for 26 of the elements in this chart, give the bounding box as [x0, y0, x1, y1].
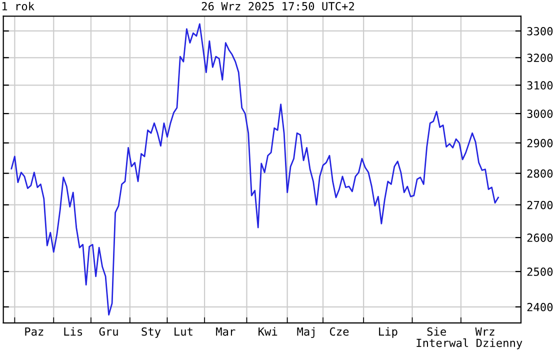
x-tick-label: Sty — [142, 327, 161, 338]
y-tick-label: 2800 — [527, 169, 553, 178]
x-tick-label: Kwi — [258, 327, 278, 336]
y-tick-label: 2600 — [527, 234, 553, 242]
x-tick-label: Cze — [330, 327, 349, 336]
y-tick-label: 3200 — [527, 54, 553, 62]
x-tick-label: Mar — [216, 327, 236, 336]
x-tick-label: Sie — [427, 327, 446, 336]
line-series — [10, 23, 499, 316]
x-tick-label: Wrz — [475, 327, 494, 336]
text: Interwal Dzienny — [416, 338, 522, 350]
y-tick-label: 3000 — [527, 110, 553, 118]
y-tick-label: 3300 — [527, 26, 553, 36]
x-tick-label: Gru — [99, 327, 118, 336]
x-tick-label: Lip — [379, 327, 398, 338]
x-tick-label: Lut — [174, 327, 192, 336]
x-tick-label: Lis — [64, 327, 82, 336]
y-tick-label: 2700 — [527, 200, 553, 210]
y-tick-label: 2400 — [527, 302, 553, 312]
x-tick-label: Maj — [297, 327, 314, 338]
y-tick-label: 3100 — [527, 81, 553, 90]
y-tick-label: 2500 — [527, 268, 553, 276]
y-tick-label: 2900 — [527, 138, 553, 148]
chart-title: 26 Wrz 2025 17:50 UTC+2 — [202, 2, 354, 10]
x-tick-label: Paz — [25, 327, 44, 336]
text: 1 rok — [2, 2, 34, 10]
